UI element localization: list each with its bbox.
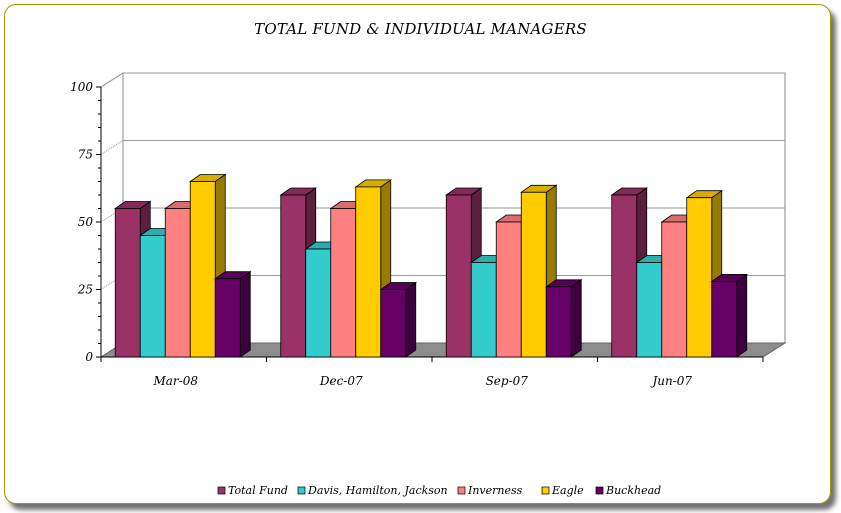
legend-label: Eagle	[551, 484, 584, 497]
legend-item: Buckhead	[595, 484, 661, 497]
bar-front	[280, 194, 307, 358]
bar-side	[736, 273, 748, 358]
bar-front	[545, 286, 572, 358]
bar-front	[711, 280, 738, 358]
legend-label: Total Fund	[228, 484, 288, 497]
chart-legend: Total Fund Davis, Hamilton, Jackson Invern…	[217, 484, 661, 497]
bar	[379, 281, 418, 358]
legend-item: Total Fund	[217, 484, 288, 497]
legend-label: Davis, Hamilton, Jackson	[307, 484, 448, 497]
bar-front	[214, 278, 241, 358]
bar	[710, 273, 749, 358]
gridline-side	[100, 275, 124, 290]
legend-item: Inverness	[457, 484, 523, 497]
legend-swatch	[297, 486, 306, 495]
bar-front	[114, 208, 141, 358]
bar	[544, 279, 583, 358]
bar	[213, 270, 252, 358]
legend-swatch	[541, 486, 550, 495]
bar-front	[355, 186, 382, 358]
bar-front	[445, 194, 472, 358]
y-tick-label: 50	[78, 215, 94, 229]
gridline-side	[100, 207, 124, 223]
y-tick-label: 75	[78, 148, 93, 162]
bar-side	[239, 270, 251, 358]
legend-item: Eagle	[541, 484, 584, 497]
bar-front	[164, 208, 191, 358]
bar-front	[139, 235, 166, 358]
x-tick-label: Mar-08	[152, 374, 198, 388]
bar-front	[495, 221, 522, 358]
bar-front	[189, 181, 216, 358]
legend-swatch	[457, 486, 466, 495]
gridline-side	[100, 140, 124, 155]
x-axis-labels: Mar-08 Dec-07 Sep-07 Jun-07	[152, 374, 692, 388]
bar-front	[611, 194, 638, 358]
bar-front	[380, 289, 407, 358]
bar-front	[686, 197, 713, 358]
legend-label: Buckhead	[605, 484, 661, 497]
chart-title: TOTAL FUND & INDIVIDUAL MANAGERS	[254, 20, 587, 38]
bar-front	[661, 221, 688, 358]
bar-front	[305, 248, 332, 358]
bar-front	[636, 262, 663, 358]
y-tick-label: 0	[85, 350, 93, 364]
bar-front	[520, 191, 547, 358]
chart-bars	[100, 173, 764, 362]
bar-side	[570, 279, 582, 358]
bar-side	[405, 281, 417, 358]
bar-front	[330, 208, 357, 358]
x-tick-label: Jun-07	[649, 374, 692, 388]
legend-swatch	[595, 486, 604, 495]
bar-front	[470, 262, 497, 358]
y-tick-label: 100	[70, 80, 93, 94]
x-tick-label: Sep-07	[486, 374, 529, 388]
y-tick-label: 25	[77, 283, 93, 297]
legend-label: Inverness	[467, 484, 523, 497]
x-tick-label: Dec-07	[319, 374, 363, 388]
legend-item: Davis, Hamilton, Jackson	[297, 484, 448, 497]
legend-swatch	[217, 486, 226, 495]
gridline-side	[100, 72, 124, 88]
